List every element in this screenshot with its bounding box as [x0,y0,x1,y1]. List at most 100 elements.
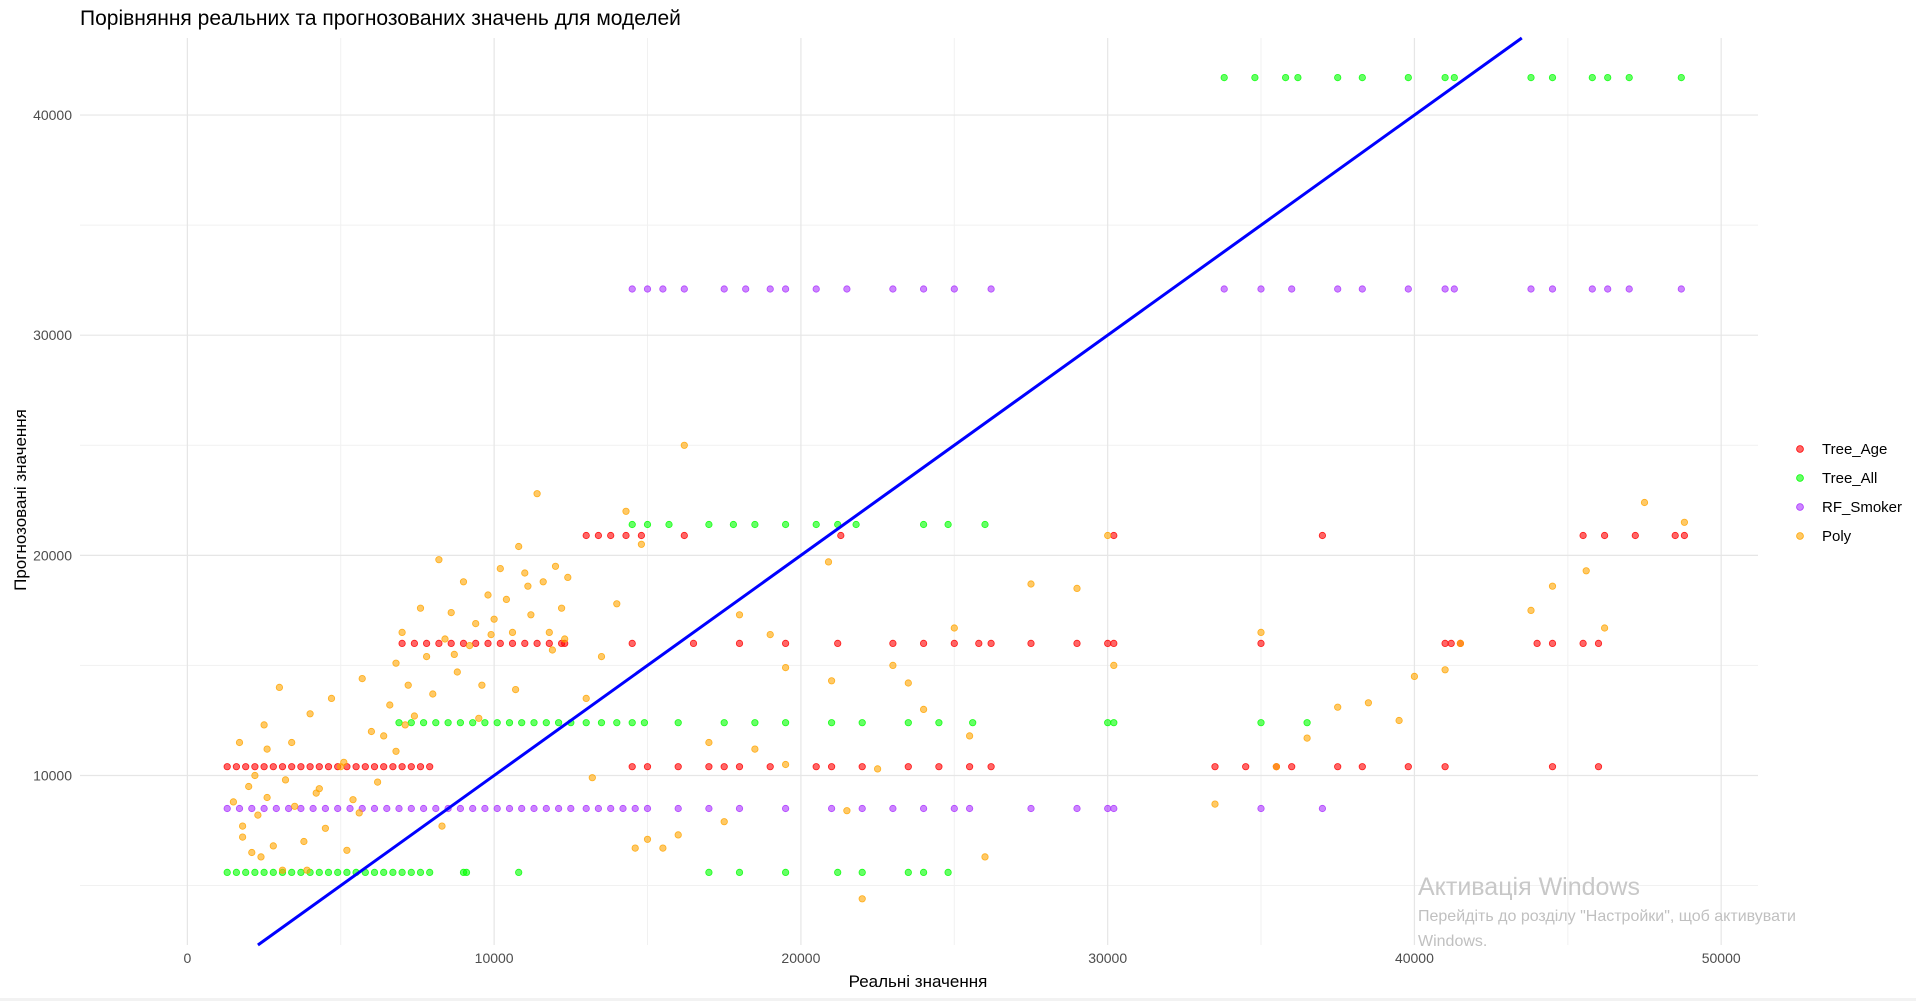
data-point [1527,74,1535,82]
data-point [306,763,314,771]
data-point [1579,639,1587,648]
data-point [834,639,842,648]
data-point [398,763,406,771]
data-point [631,804,639,813]
data-point [981,520,989,529]
data-point [705,738,713,747]
data-point [582,719,590,727]
data-point [447,639,455,648]
data-point [827,763,836,771]
data-point [1073,639,1081,648]
data-point [950,285,958,293]
data-point [594,531,603,540]
data-point [1027,580,1035,588]
data-point [505,804,514,813]
data-point [453,668,461,676]
data-point [260,763,268,771]
data-point [965,732,974,740]
data-point [619,804,627,813]
data-point [1318,531,1327,540]
data-point [781,804,790,813]
data-point [564,573,572,582]
data-point [346,804,354,813]
x-tick-label: 0 [183,950,191,966]
data-point [1456,639,1465,648]
x-tick-label: 40000 [1395,950,1434,966]
x-axis-title: Реальні значення [849,972,988,991]
data-point [472,619,480,628]
data-point [343,846,351,854]
data-point [735,639,744,648]
data-point [1251,74,1259,82]
data-point [490,615,498,623]
data-point [465,641,474,650]
data-point [306,710,314,718]
legend-key [1796,503,1804,511]
data-point [659,285,667,293]
data-point [395,719,403,727]
data-point [288,868,296,877]
data-point [1548,763,1557,771]
data-point [260,868,268,877]
data-point [729,520,738,529]
data-point [628,639,636,648]
grid [80,38,1758,945]
data-point [235,738,244,747]
watermark-line-1: Перейдіть до розділу "Настройки", щоб ак… [1418,908,1796,925]
data-point [533,639,541,648]
data-point [1257,804,1265,813]
data-point [554,804,563,813]
y-axis-title: Прогнозовані значення [11,409,30,591]
data-point [223,763,231,771]
y-tick-label: 30000 [33,327,72,343]
data-point [1242,763,1250,771]
data-point [515,868,523,877]
data-point [493,719,501,727]
data-point [919,285,928,293]
data-point [1334,285,1342,293]
data-point [858,868,866,877]
data-point [889,804,897,813]
data-point [689,639,698,648]
data-point [281,776,290,784]
data-point [1625,74,1633,82]
data-point [781,285,790,293]
data-point [735,763,744,771]
data-point [588,774,596,782]
data-point [1450,74,1458,82]
data-point [245,782,253,791]
data-point [441,635,449,643]
data-point [1110,639,1118,648]
data-point [380,763,388,771]
data-point [263,745,271,753]
data-point [242,763,250,771]
data-point [680,441,688,449]
data-point [475,714,483,722]
x-tick-label: 30000 [1088,950,1127,966]
data-point [438,822,446,830]
data-point [361,763,369,771]
data-point [582,531,590,540]
data-point [1680,531,1689,540]
data-point [812,520,820,529]
data-point [674,719,682,727]
data-point [358,674,366,683]
data-point [419,719,428,727]
data-point [269,842,277,850]
data-point [827,804,836,813]
data-point [1288,285,1296,293]
legend-key [1796,532,1804,540]
data-point [889,285,897,293]
data-point [343,868,351,877]
data-point [370,868,379,877]
data-point [1104,639,1112,648]
data-point [1220,285,1228,293]
data-point [435,556,443,564]
data-point [232,868,240,877]
data-point [597,719,606,727]
data-point [284,804,293,813]
data-point [545,639,553,648]
data-point [597,652,606,661]
data-point [309,804,317,813]
data-point [370,804,379,813]
